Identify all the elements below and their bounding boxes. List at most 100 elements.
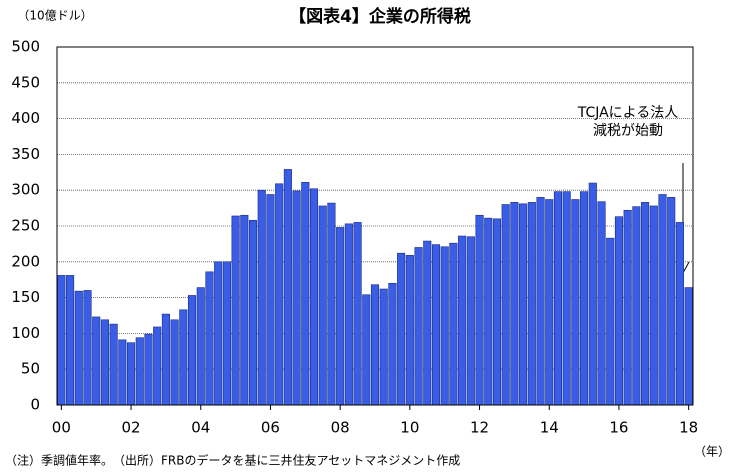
bar bbox=[153, 326, 162, 406]
y-unit: （10億ドル） bbox=[17, 9, 92, 23]
bar bbox=[214, 261, 223, 406]
bar bbox=[580, 191, 589, 406]
bar bbox=[57, 275, 66, 406]
bar bbox=[449, 242, 458, 406]
bar bbox=[370, 284, 380, 406]
bar bbox=[684, 287, 693, 406]
annotation: TCJAによる法人 bbox=[577, 105, 679, 121]
bar bbox=[240, 214, 249, 406]
x-tick-label: 10 bbox=[400, 419, 419, 437]
y-tick-label: 500 bbox=[11, 38, 40, 56]
bar bbox=[144, 333, 153, 406]
bar bbox=[309, 188, 319, 406]
y-tick-label: 250 bbox=[11, 217, 40, 235]
y-tick-label: 450 bbox=[11, 73, 40, 91]
bar bbox=[440, 246, 449, 406]
bar bbox=[170, 319, 179, 406]
bar bbox=[248, 219, 258, 406]
bar bbox=[423, 240, 432, 406]
x-tick-label: 08 bbox=[331, 419, 350, 437]
y-tick-label: 150 bbox=[11, 288, 40, 306]
bar bbox=[571, 199, 580, 406]
bar bbox=[484, 217, 493, 406]
bar bbox=[318, 205, 327, 406]
bar bbox=[492, 218, 502, 406]
y-tick-label: 100 bbox=[11, 324, 40, 342]
bar bbox=[536, 197, 545, 406]
bar bbox=[109, 323, 118, 406]
bar bbox=[222, 261, 231, 406]
bar bbox=[510, 202, 519, 406]
bar bbox=[632, 206, 641, 406]
bar bbox=[379, 288, 388, 406]
bar bbox=[266, 194, 275, 406]
bar bbox=[74, 290, 83, 406]
bar bbox=[623, 209, 632, 406]
x-tick-label: 04 bbox=[191, 419, 210, 437]
bar bbox=[597, 201, 606, 406]
bar bbox=[196, 287, 205, 406]
annotation: 減税が始動 bbox=[593, 122, 663, 139]
bar bbox=[205, 271, 214, 406]
bar bbox=[501, 204, 510, 406]
bar bbox=[545, 199, 554, 406]
bar bbox=[658, 194, 667, 406]
bar bbox=[301, 182, 310, 406]
bar bbox=[362, 294, 371, 406]
bar bbox=[431, 244, 441, 406]
bar bbox=[179, 309, 188, 406]
bar bbox=[66, 275, 75, 406]
bar bbox=[675, 222, 684, 406]
bar bbox=[527, 202, 536, 406]
bar bbox=[283, 169, 292, 406]
bar bbox=[275, 183, 284, 406]
bar bbox=[231, 215, 240, 406]
bar bbox=[475, 214, 484, 406]
y-tick-label: 350 bbox=[11, 145, 40, 163]
bar bbox=[127, 342, 136, 406]
bar bbox=[118, 339, 127, 406]
x-tick-label: 00 bbox=[52, 419, 71, 437]
bar bbox=[641, 202, 650, 406]
y-tick-label: 400 bbox=[11, 109, 40, 127]
x-tick-label: 12 bbox=[470, 419, 489, 437]
chart-title: 【図表4】企業の所得税 bbox=[289, 6, 471, 27]
bar bbox=[405, 255, 414, 406]
bar bbox=[414, 247, 423, 406]
x-tick-label: 02 bbox=[122, 419, 141, 437]
bar bbox=[257, 189, 266, 406]
y-tick-label: 50 bbox=[21, 360, 40, 378]
bar bbox=[92, 316, 101, 406]
y-tick-label: 0 bbox=[30, 396, 40, 414]
x-tick-label: 18 bbox=[679, 419, 698, 437]
bar bbox=[649, 205, 658, 406]
bar bbox=[353, 222, 362, 406]
plot-frame bbox=[56, 46, 694, 406]
bar bbox=[606, 237, 615, 406]
y-tick-label: 200 bbox=[11, 252, 40, 270]
note: （注）季調値年率。 （出所）FRBのデータを基に三井住友アセットマネジメント作成 bbox=[5, 453, 460, 468]
x-tick-label: 06 bbox=[261, 419, 280, 437]
bar bbox=[466, 236, 475, 406]
bar bbox=[292, 190, 301, 406]
bar bbox=[336, 227, 345, 406]
bar bbox=[397, 252, 406, 406]
bar bbox=[562, 191, 571, 406]
bar bbox=[187, 295, 197, 406]
bar bbox=[388, 282, 397, 406]
x-tick-label: 14 bbox=[540, 419, 559, 437]
bar bbox=[100, 319, 109, 406]
bar bbox=[614, 216, 623, 406]
bar bbox=[553, 191, 563, 406]
x-tick-label: 16 bbox=[609, 419, 628, 437]
bar bbox=[83, 290, 92, 406]
bar bbox=[588, 182, 597, 406]
bar bbox=[161, 313, 170, 406]
bar bbox=[519, 203, 528, 406]
bar bbox=[344, 223, 353, 406]
y-tick-label: 300 bbox=[11, 181, 40, 199]
bar bbox=[667, 197, 676, 406]
bar bbox=[458, 235, 467, 406]
bar bbox=[135, 337, 144, 406]
